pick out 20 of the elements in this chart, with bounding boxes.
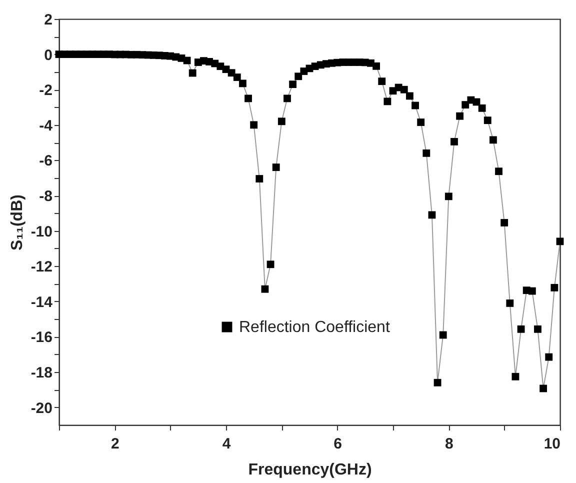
y-tick-label: -2 bbox=[39, 82, 52, 100]
y-tick-label: -14 bbox=[30, 294, 54, 311]
y-tick-label: -10 bbox=[30, 223, 52, 240]
y-tick-label: -8 bbox=[39, 188, 52, 206]
x-axis-title: Frequency(GHz) bbox=[248, 462, 372, 478]
x-tick-label: 8 bbox=[444, 436, 454, 452]
y-tick-label: 2 bbox=[44, 12, 52, 28]
y-tick-label: -12 bbox=[30, 258, 52, 276]
y-tick-label: -20 bbox=[30, 400, 52, 417]
y-axis-title: S₁₁(dB) bbox=[8, 194, 26, 250]
x-tick-label: 10 bbox=[544, 436, 560, 452]
x-tick-label: 2 bbox=[110, 436, 120, 452]
y-tick-label: -4 bbox=[39, 117, 54, 134]
y-tick-label: -16 bbox=[30, 329, 52, 346]
y-tick-label: -6 bbox=[39, 152, 52, 170]
x-tick-label: 4 bbox=[222, 436, 232, 452]
y-tick-label: -18 bbox=[30, 364, 52, 382]
legend-label: Reflection Coefficient bbox=[239, 319, 390, 336]
x-tick-label: 6 bbox=[334, 436, 342, 452]
y-tick-label: 0 bbox=[44, 46, 52, 64]
